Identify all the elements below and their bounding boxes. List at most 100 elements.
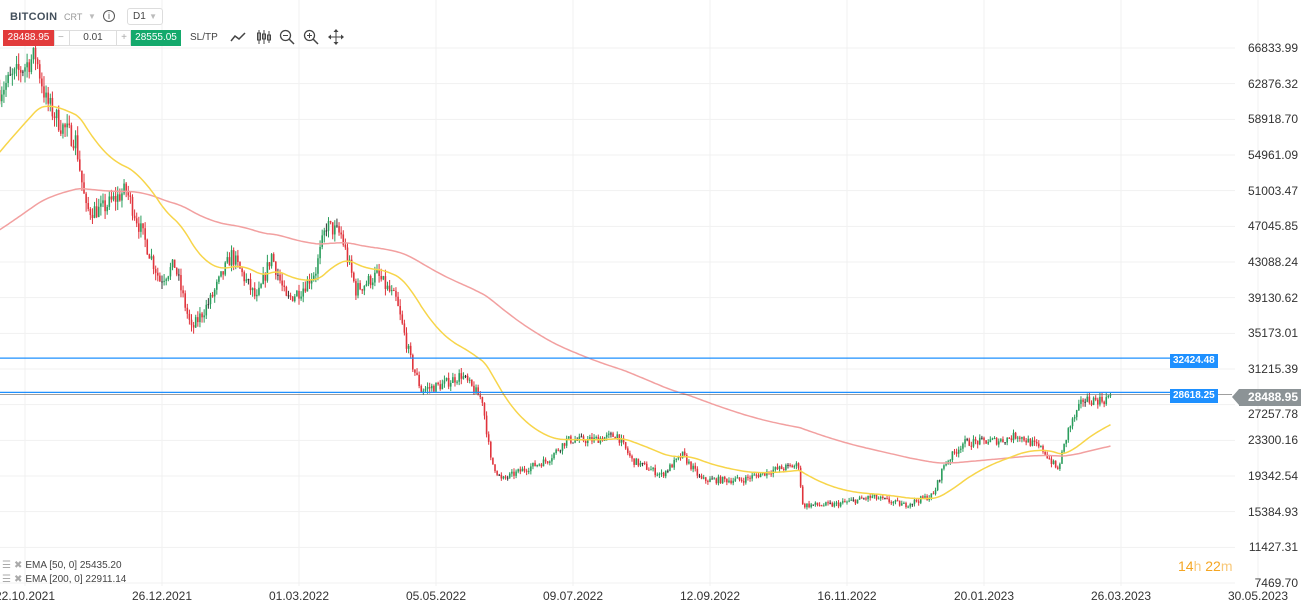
instrument-type[interactable]: CRT (64, 12, 83, 22)
candle-body (782, 469, 785, 471)
candle-body (844, 501, 846, 503)
candle-body (561, 443, 564, 451)
buy-button[interactable]: 28555.05 (131, 30, 181, 46)
candle-body (941, 468, 943, 481)
level-tag[interactable]: 32424.48 (1170, 354, 1218, 368)
candle-body (915, 499, 918, 502)
candle-body (163, 280, 165, 282)
candle-body (243, 272, 245, 282)
candle-body (1109, 395, 1112, 397)
candle-body (639, 463, 642, 466)
candle-body (277, 274, 279, 276)
candle-body (1023, 437, 1025, 441)
candle-body (780, 466, 783, 470)
candle-body (825, 502, 827, 506)
candle-body (340, 232, 342, 235)
candle-body (991, 438, 994, 440)
candle-body (460, 373, 463, 379)
level-tag[interactable]: 28618.25 (1170, 389, 1218, 403)
candle-body (620, 438, 623, 443)
candle-body (951, 451, 954, 461)
candle-body (41, 78, 43, 87)
candle-body (317, 258, 319, 274)
candle-body (173, 259, 176, 268)
candle-body (605, 434, 608, 438)
candle-body (595, 436, 597, 438)
legend-ema-200[interactable]: ☰ ✖ EMA [200, 0] 22911.14 (2, 574, 126, 586)
candle-body (770, 473, 772, 475)
candle-body (68, 123, 71, 126)
candle-body (473, 385, 475, 394)
settings-icon[interactable]: ☰ (2, 574, 11, 585)
candle-body (342, 234, 345, 245)
candle-body (458, 373, 460, 382)
toolbar: BITCOIN CRT ▼ i D1 ▼ 28488.95 − 0.01 + 28… (0, 0, 360, 56)
candle-body (481, 397, 484, 403)
candle-body (245, 279, 248, 282)
candle-body (806, 503, 808, 508)
candle-body (1073, 417, 1076, 419)
candle-body (686, 455, 688, 464)
sltp-button[interactable]: SL/TP (190, 32, 218, 43)
increase-button[interactable]: + (121, 32, 127, 43)
candle-body (968, 439, 971, 446)
candle-body (981, 437, 983, 439)
candle-body (1046, 454, 1049, 459)
price-label: 54961.09 (1247, 148, 1298, 162)
candle-body (479, 395, 482, 398)
price-label: 62876.32 (1247, 76, 1298, 91)
candle-body (197, 317, 199, 323)
zoom-out-icon[interactable] (278, 29, 296, 47)
candle-body (500, 474, 503, 479)
remove-icon[interactable]: ✖ (13, 574, 23, 585)
candle-body (135, 218, 138, 224)
line-chart-icon[interactable] (229, 29, 247, 47)
candle-body (399, 305, 401, 315)
candle-body (184, 293, 186, 308)
candle-body (546, 461, 549, 463)
candle-body (989, 439, 992, 443)
zoom-in-icon[interactable] (302, 29, 320, 47)
sell-button[interactable]: 28488.95 (3, 30, 54, 46)
candle-body (652, 467, 654, 470)
symbol-name[interactable]: BITCOIN (10, 11, 58, 23)
candle-body (1065, 439, 1067, 444)
candle-body (578, 436, 581, 440)
candle-body (627, 448, 629, 454)
candle-body (13, 68, 16, 74)
candle-body (291, 296, 294, 302)
remove-icon[interactable]: ✖ (13, 560, 23, 571)
date-label: 09.07.2022 (542, 589, 604, 603)
candle-body (869, 496, 871, 498)
settings-icon[interactable]: ☰ (2, 560, 11, 571)
candle-body (93, 206, 96, 218)
candle-body (660, 472, 663, 474)
candle-body (922, 496, 924, 499)
info-icon[interactable]: i (103, 10, 115, 22)
move-icon[interactable] (327, 29, 345, 47)
candle-body (711, 478, 713, 480)
candle-body (386, 285, 389, 289)
legend-ema-50[interactable]: ☰ ✖ EMA [50, 0] 25435.20 (2, 560, 122, 572)
date-label: 26.12.2021 (131, 589, 193, 603)
candles-icon[interactable] (255, 29, 273, 47)
candle-body (894, 500, 897, 502)
candle-body (839, 502, 842, 507)
candle-body (441, 383, 444, 390)
candle-body (905, 502, 907, 508)
candle-body (759, 473, 762, 478)
candle-body (1004, 442, 1006, 444)
candle-body (567, 436, 570, 439)
date-label: 26.03.2023 (1090, 589, 1152, 603)
chevron-down-icon[interactable]: ▼ (88, 12, 96, 21)
ema-200-line (0, 187, 1111, 464)
candle-body (464, 375, 467, 377)
candle-body (357, 283, 359, 296)
quantity-input[interactable]: 0.01 (69, 31, 117, 45)
candle-body (938, 480, 941, 482)
date-label: 05.05.2022 (405, 589, 467, 603)
decrease-button[interactable]: − (58, 32, 64, 43)
timeframe-select[interactable]: D1 ▼ (127, 8, 163, 25)
candle-body (454, 377, 456, 383)
